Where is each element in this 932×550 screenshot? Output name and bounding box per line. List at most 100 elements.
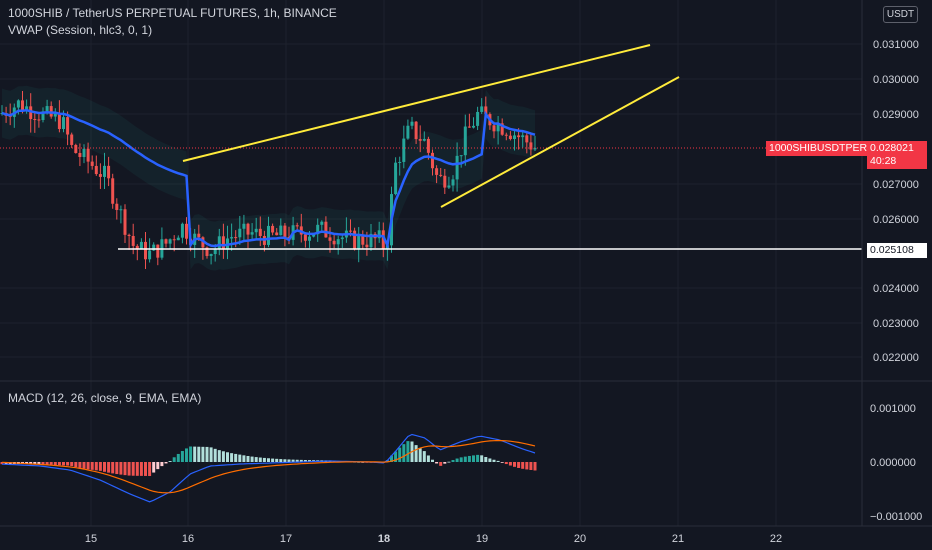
macd-histogram-bar bbox=[180, 451, 184, 462]
macd-histogram-bar bbox=[287, 459, 291, 462]
vwap-indicator-label[interactable]: VWAP (Session, hlc3, 0, 1) bbox=[8, 23, 153, 37]
time-tick-label: 17 bbox=[280, 533, 292, 545]
candle-body bbox=[455, 155, 459, 180]
macd-histogram-bar bbox=[86, 462, 90, 470]
macd-histogram-bar bbox=[119, 462, 123, 475]
candle-body bbox=[156, 244, 160, 258]
time-axis[interactable]: 15 16 17 18 19 20 21 22 bbox=[85, 533, 782, 545]
macd-histogram-bar bbox=[262, 457, 266, 462]
candle-body bbox=[517, 135, 521, 138]
candle-body bbox=[148, 250, 152, 260]
macd-histogram-bar bbox=[230, 453, 234, 462]
macd-histogram-bar bbox=[517, 462, 521, 468]
candle-body bbox=[123, 209, 127, 235]
macd-histogram-bar bbox=[521, 462, 525, 469]
currency-badge[interactable]: USDT bbox=[883, 6, 918, 23]
macd-histogram-bar bbox=[283, 459, 287, 462]
candle-body bbox=[176, 237, 180, 241]
macd-histogram-bar bbox=[295, 459, 299, 462]
candle-body bbox=[295, 225, 299, 227]
price-tick-label: 0.031000 bbox=[873, 39, 919, 51]
macd-histogram-bar bbox=[148, 462, 152, 477]
candle-body bbox=[361, 235, 365, 245]
candle-body bbox=[16, 100, 20, 108]
macd-histogram-bar bbox=[303, 459, 307, 462]
macd-histogram-bar bbox=[74, 462, 78, 468]
macd-histogram-bar bbox=[431, 459, 434, 462]
candle-body bbox=[131, 235, 135, 246]
candle-body bbox=[476, 111, 480, 126]
macd-histogram-bar bbox=[246, 455, 250, 462]
candle-body bbox=[463, 126, 467, 156]
macd-histogram-bar bbox=[29, 462, 33, 464]
candle-body bbox=[119, 209, 123, 211]
macd-tick-label: 0.000000 bbox=[870, 457, 916, 469]
macd-axis[interactable]: 0.001000 0.000000 −0.001000 bbox=[870, 403, 922, 523]
macd-histogram-bar bbox=[131, 462, 135, 476]
macd-histogram-bar bbox=[82, 462, 86, 469]
candle-body bbox=[521, 135, 525, 138]
price-tick-label: 0.027000 bbox=[873, 179, 919, 191]
price-axis[interactable]: 0.031000 0.030000 0.029000 0.027000 0.026000… bbox=[873, 39, 919, 364]
bar-countdown: 40:28 bbox=[870, 155, 897, 167]
macd-histogram-bar bbox=[504, 462, 508, 465]
candle-body bbox=[418, 139, 422, 141]
candle-body bbox=[254, 228, 258, 233]
vwap-band bbox=[2, 85, 535, 271]
candle-body bbox=[402, 138, 406, 162]
macd-histogram-bar bbox=[205, 446, 209, 462]
macd-histogram-bar bbox=[41, 462, 45, 465]
time-tick-label: 21 bbox=[672, 533, 684, 545]
candle-body bbox=[349, 230, 352, 232]
last-price-value: 0.028021 bbox=[870, 142, 914, 154]
macd-histogram-bar bbox=[254, 457, 258, 462]
macd-histogram-bar bbox=[398, 447, 402, 462]
macd-histogram-bar bbox=[299, 459, 303, 462]
macd-histogram-bar bbox=[271, 458, 275, 462]
macd-histogram-bar bbox=[70, 462, 74, 467]
candle-body bbox=[508, 135, 512, 140]
upper-trendline[interactable] bbox=[182, 44, 651, 162]
candle-body bbox=[21, 100, 24, 112]
candle-body bbox=[275, 232, 279, 236]
macd-histogram-bar bbox=[172, 457, 176, 462]
macd-histogram-bar bbox=[234, 453, 238, 462]
candlestick-series bbox=[0, 90, 537, 270]
symbol-price-tag: 1000SHIBUSDTPERP bbox=[766, 141, 878, 156]
macd-line bbox=[1, 433, 536, 503]
candle-body bbox=[529, 142, 533, 150]
candle-body bbox=[115, 203, 119, 210]
candle-body bbox=[422, 138, 426, 141]
price-tick-label: 0.022000 bbox=[873, 352, 919, 364]
macd-histogram-bar bbox=[402, 444, 406, 462]
candle-body bbox=[426, 138, 430, 153]
candle-body bbox=[533, 147, 537, 150]
symbol-title[interactable]: 1000SHIB / TetherUS PERPETUAL FUTURES, 1… bbox=[8, 6, 337, 20]
candle-body bbox=[41, 111, 45, 121]
macd-histogram-bar bbox=[49, 462, 53, 465]
candle-body bbox=[230, 237, 234, 239]
lower-trendline[interactable] bbox=[440, 76, 680, 208]
candle-body bbox=[185, 223, 188, 239]
price-tick-label: 0.026000 bbox=[873, 214, 919, 226]
candle-body bbox=[406, 125, 410, 139]
time-tick-label: 22 bbox=[770, 533, 782, 545]
candle-body bbox=[111, 178, 115, 204]
macd-histogram-bar bbox=[390, 455, 393, 462]
candle-body bbox=[74, 144, 78, 153]
candle-body bbox=[98, 174, 102, 177]
time-tick-label: 15 bbox=[85, 533, 97, 545]
candle-body bbox=[410, 121, 414, 126]
candle-body bbox=[29, 106, 33, 120]
candle-body bbox=[213, 249, 217, 255]
macd-histogram-bar bbox=[447, 461, 451, 463]
candle-body bbox=[353, 230, 357, 249]
candle-body bbox=[431, 152, 434, 169]
candle-body bbox=[180, 223, 184, 238]
macd-histogram-bar bbox=[467, 455, 471, 462]
macd-indicator-label[interactable]: MACD (12, 26, close, 9, EMA, EMA) bbox=[8, 391, 202, 405]
macd-histogram-bar bbox=[258, 457, 262, 462]
macd-histogram-bar bbox=[197, 446, 201, 462]
macd-histogram-bar bbox=[463, 456, 467, 462]
